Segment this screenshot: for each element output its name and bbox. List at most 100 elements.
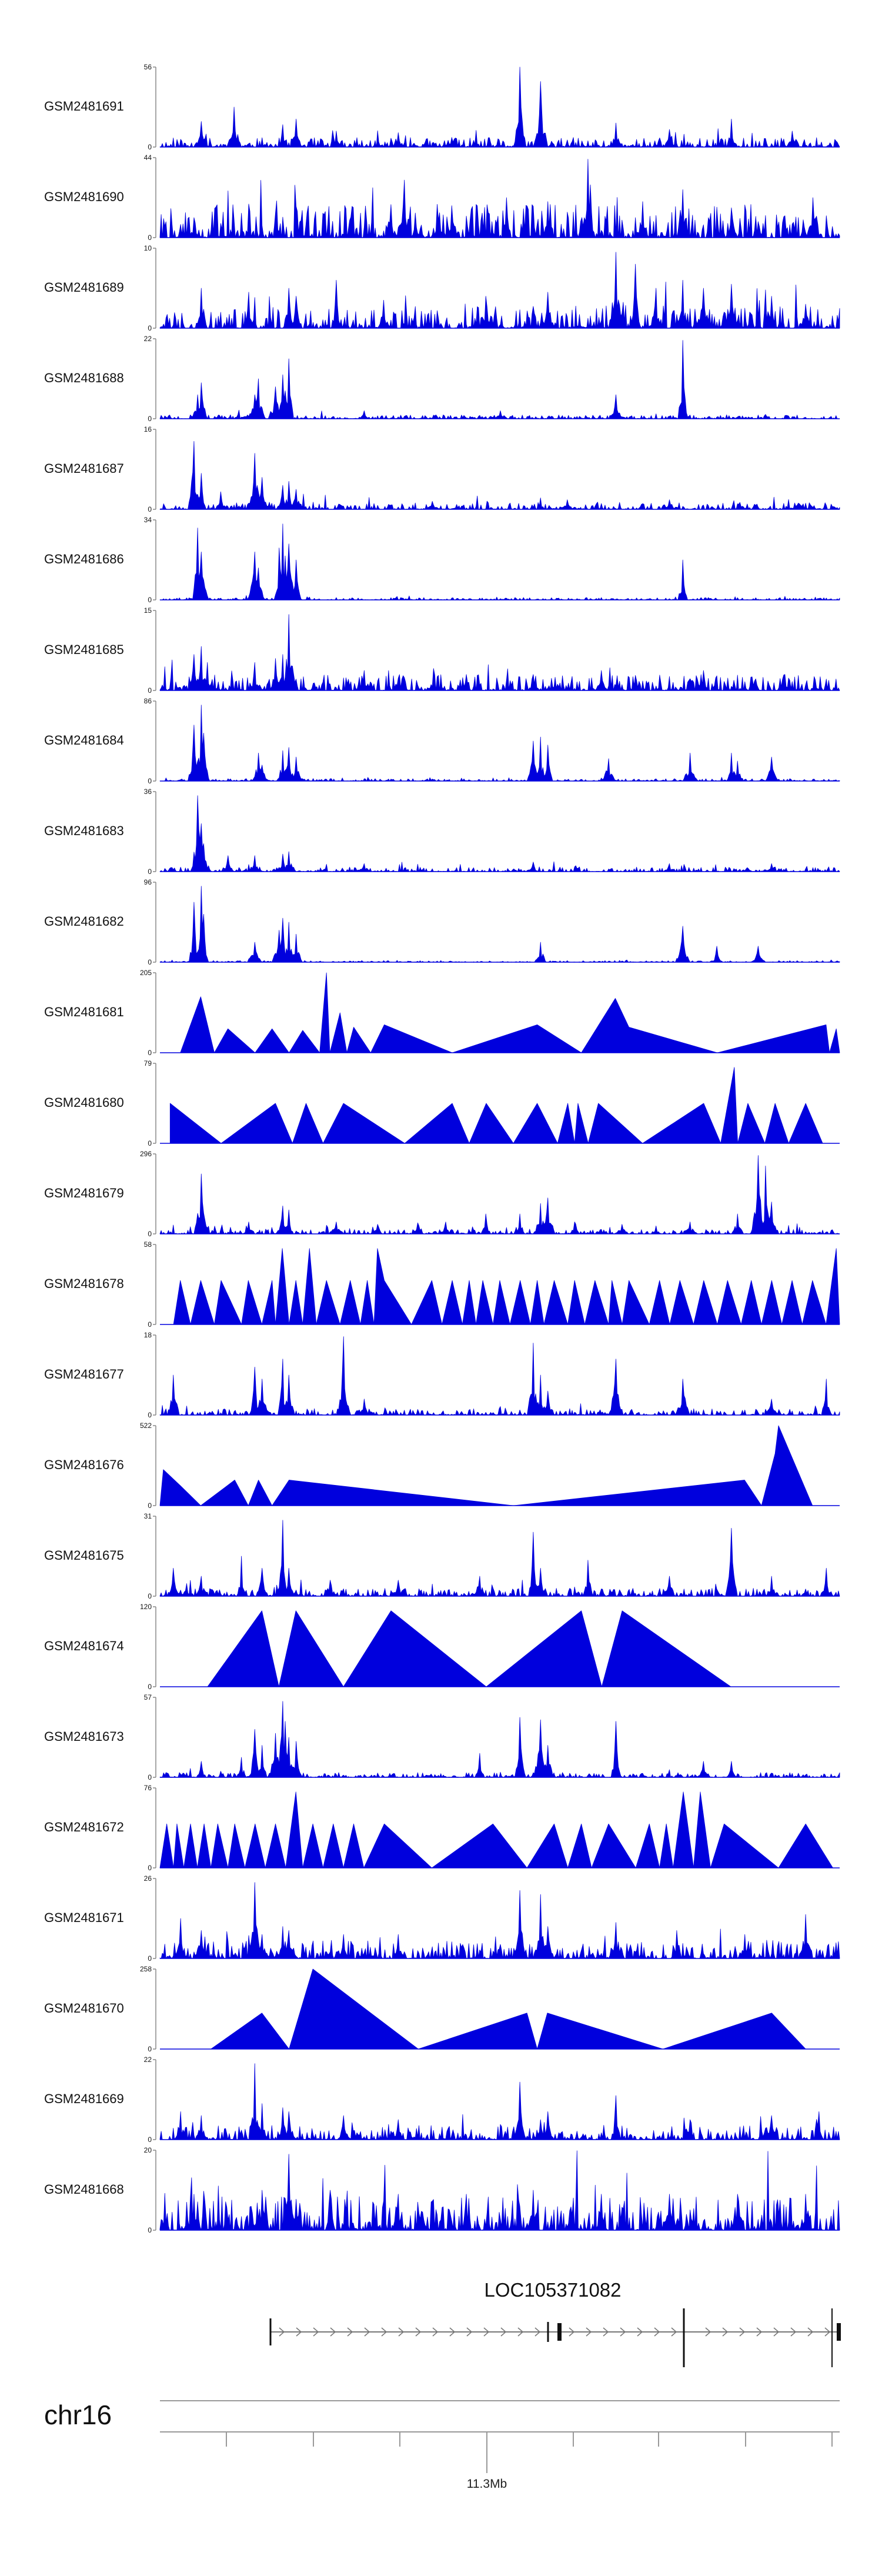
track-signal: [159, 2063, 840, 2140]
track-GSM2481677: GSM2481677 18 0: [44, 1331, 840, 1419]
track-signal: [159, 1425, 813, 1506]
track-ymin-label: 0: [148, 1049, 152, 1057]
strand-arrow: [671, 2327, 677, 2337]
track-ymax-label: 56: [144, 63, 152, 71]
track-ymax-label: 58: [144, 1240, 152, 1249]
track-ymax-label: 10: [144, 244, 152, 252]
track-signal: [159, 1791, 833, 1868]
track-ymax-label: 36: [144, 788, 152, 796]
strand-arrow: [517, 2327, 524, 2337]
track-ymax-label: 86: [144, 697, 152, 705]
strand-arrow: [824, 2327, 831, 2337]
strand-arrow: [347, 2327, 353, 2337]
track-ymax-label: 57: [144, 1693, 152, 1701]
track-ymin-label: 0: [148, 1773, 152, 1781]
strand-arrow: [620, 2327, 626, 2337]
track-signal: [159, 2150, 840, 2231]
track-GSM2481669: GSM2481669 22 0: [44, 2056, 840, 2144]
track-ymax-label: 522: [140, 1422, 152, 1430]
strand-arrow: [466, 2327, 473, 2337]
track-ymin-label: 0: [148, 415, 152, 423]
track-signal: [159, 1520, 840, 1597]
strand-arrow: [296, 2327, 302, 2337]
track-ymin-label: 0: [148, 1592, 152, 1600]
track-signal: [159, 340, 840, 419]
track-ymax-label: 120: [140, 1603, 152, 1611]
track-label: GSM2481679: [44, 1186, 124, 1200]
track-signal: [173, 1248, 840, 1325]
strand-arrow: [569, 2327, 575, 2337]
track-ymin-label: 0: [148, 777, 152, 785]
strand-arrow: [534, 2327, 541, 2337]
track-ymax-label: 205: [140, 969, 152, 977]
track-GSM2481688: GSM2481688 22 0: [44, 335, 840, 423]
track-GSM2481671: GSM2481671 26 0: [44, 1874, 840, 1963]
strand-arrow: [449, 2327, 456, 2337]
strand-arrow: [279, 2327, 285, 2337]
track-ymax-label: 79: [144, 1059, 152, 1067]
track-signal: [159, 252, 840, 329]
track-GSM2481683: GSM2481683 36 0: [44, 788, 840, 876]
track-ymin-label: 0: [148, 233, 152, 242]
track-GSM2481682: GSM2481682 96 0: [44, 878, 840, 966]
track-GSM2481670: GSM2481670 258 0: [44, 1965, 840, 2053]
track-ymax-label: 16: [144, 425, 152, 433]
strand-arrow: [739, 2327, 746, 2337]
strand-arrow: [483, 2327, 490, 2337]
track-signal: [180, 972, 840, 1053]
track-label: GSM2481683: [44, 823, 124, 838]
track-GSM2481687: GSM2481687 16 0: [44, 425, 840, 513]
track-ymax-label: 44: [144, 154, 152, 162]
track-GSM2481678: GSM2481678 58 0: [44, 1240, 840, 1329]
data-tracks: GSM2481691560GSM2481690440GSM2481689100G…: [44, 63, 840, 2234]
strand-arrow: [603, 2327, 609, 2337]
strand-arrow: [637, 2327, 643, 2337]
gene-strand-arrows: [279, 2327, 831, 2337]
track-label: GSM2481687: [44, 461, 124, 476]
track-ymin-label: 0: [148, 1320, 152, 1329]
track-GSM2481690: GSM2481690 44 0: [44, 154, 840, 242]
track-signal: [211, 1968, 806, 2050]
track-label: GSM2481689: [44, 280, 124, 295]
gene-label: LOC105371082: [484, 2279, 621, 2301]
track-ymin-label: 0: [148, 143, 152, 151]
track-GSM2481674: GSM2481674 120 0: [44, 1603, 840, 1691]
strand-arrow: [756, 2327, 763, 2337]
track-label: GSM2481680: [44, 1095, 124, 1110]
strand-arrow: [773, 2327, 780, 2337]
chromosome-ideogram: chr16 11.3Mb: [44, 2400, 840, 2491]
track-ymin-label: 0: [148, 2135, 152, 2144]
track-label: GSM2481673: [44, 1729, 124, 1744]
strand-arrow: [790, 2327, 797, 2337]
track-GSM2481686: GSM2481686 34 0: [44, 516, 840, 604]
track-GSM2481676: GSM2481676 522 0: [44, 1422, 840, 1510]
strand-arrow: [807, 2327, 814, 2337]
track-label: GSM2481675: [44, 1548, 124, 1563]
strand-arrow: [586, 2327, 592, 2337]
track-GSM2481673: GSM2481673 57 0: [44, 1693, 840, 1781]
gene-track: LOC105371082: [269, 2279, 841, 2367]
track-GSM2481672: GSM2481672 76 0: [44, 1784, 840, 1872]
track-GSM2481681: GSM2481681 205 0: [44, 969, 840, 1057]
track-ymin-label: 0: [148, 2045, 152, 2053]
gene-exon-end: [837, 2323, 841, 2341]
track-signal: [159, 66, 840, 148]
track-label: GSM2481678: [44, 1276, 124, 1291]
track-signal: [169, 1067, 823, 1144]
track-label: GSM2481676: [44, 1457, 124, 1472]
track-ymin-label: 0: [148, 1864, 152, 1872]
track-ymax-label: 258: [140, 1965, 152, 1973]
track-GSM2481691: GSM2481691 56 0: [44, 63, 840, 151]
track-label: GSM2481685: [44, 642, 124, 657]
track-GSM2481675: GSM2481675 31 0: [44, 1512, 840, 1600]
chromosome-label: chr16: [44, 2400, 112, 2430]
track-label: GSM2481672: [44, 1820, 124, 1834]
track-GSM2481689: GSM2481689 10 0: [44, 244, 840, 332]
track-ymin-label: 0: [148, 1954, 152, 1963]
track-ymin-label: 0: [148, 1411, 152, 1419]
track-ymax-label: 15: [144, 606, 152, 615]
strand-arrow: [415, 2327, 422, 2337]
track-ymax-label: 296: [140, 1150, 152, 1158]
strand-arrow: [432, 2327, 439, 2337]
